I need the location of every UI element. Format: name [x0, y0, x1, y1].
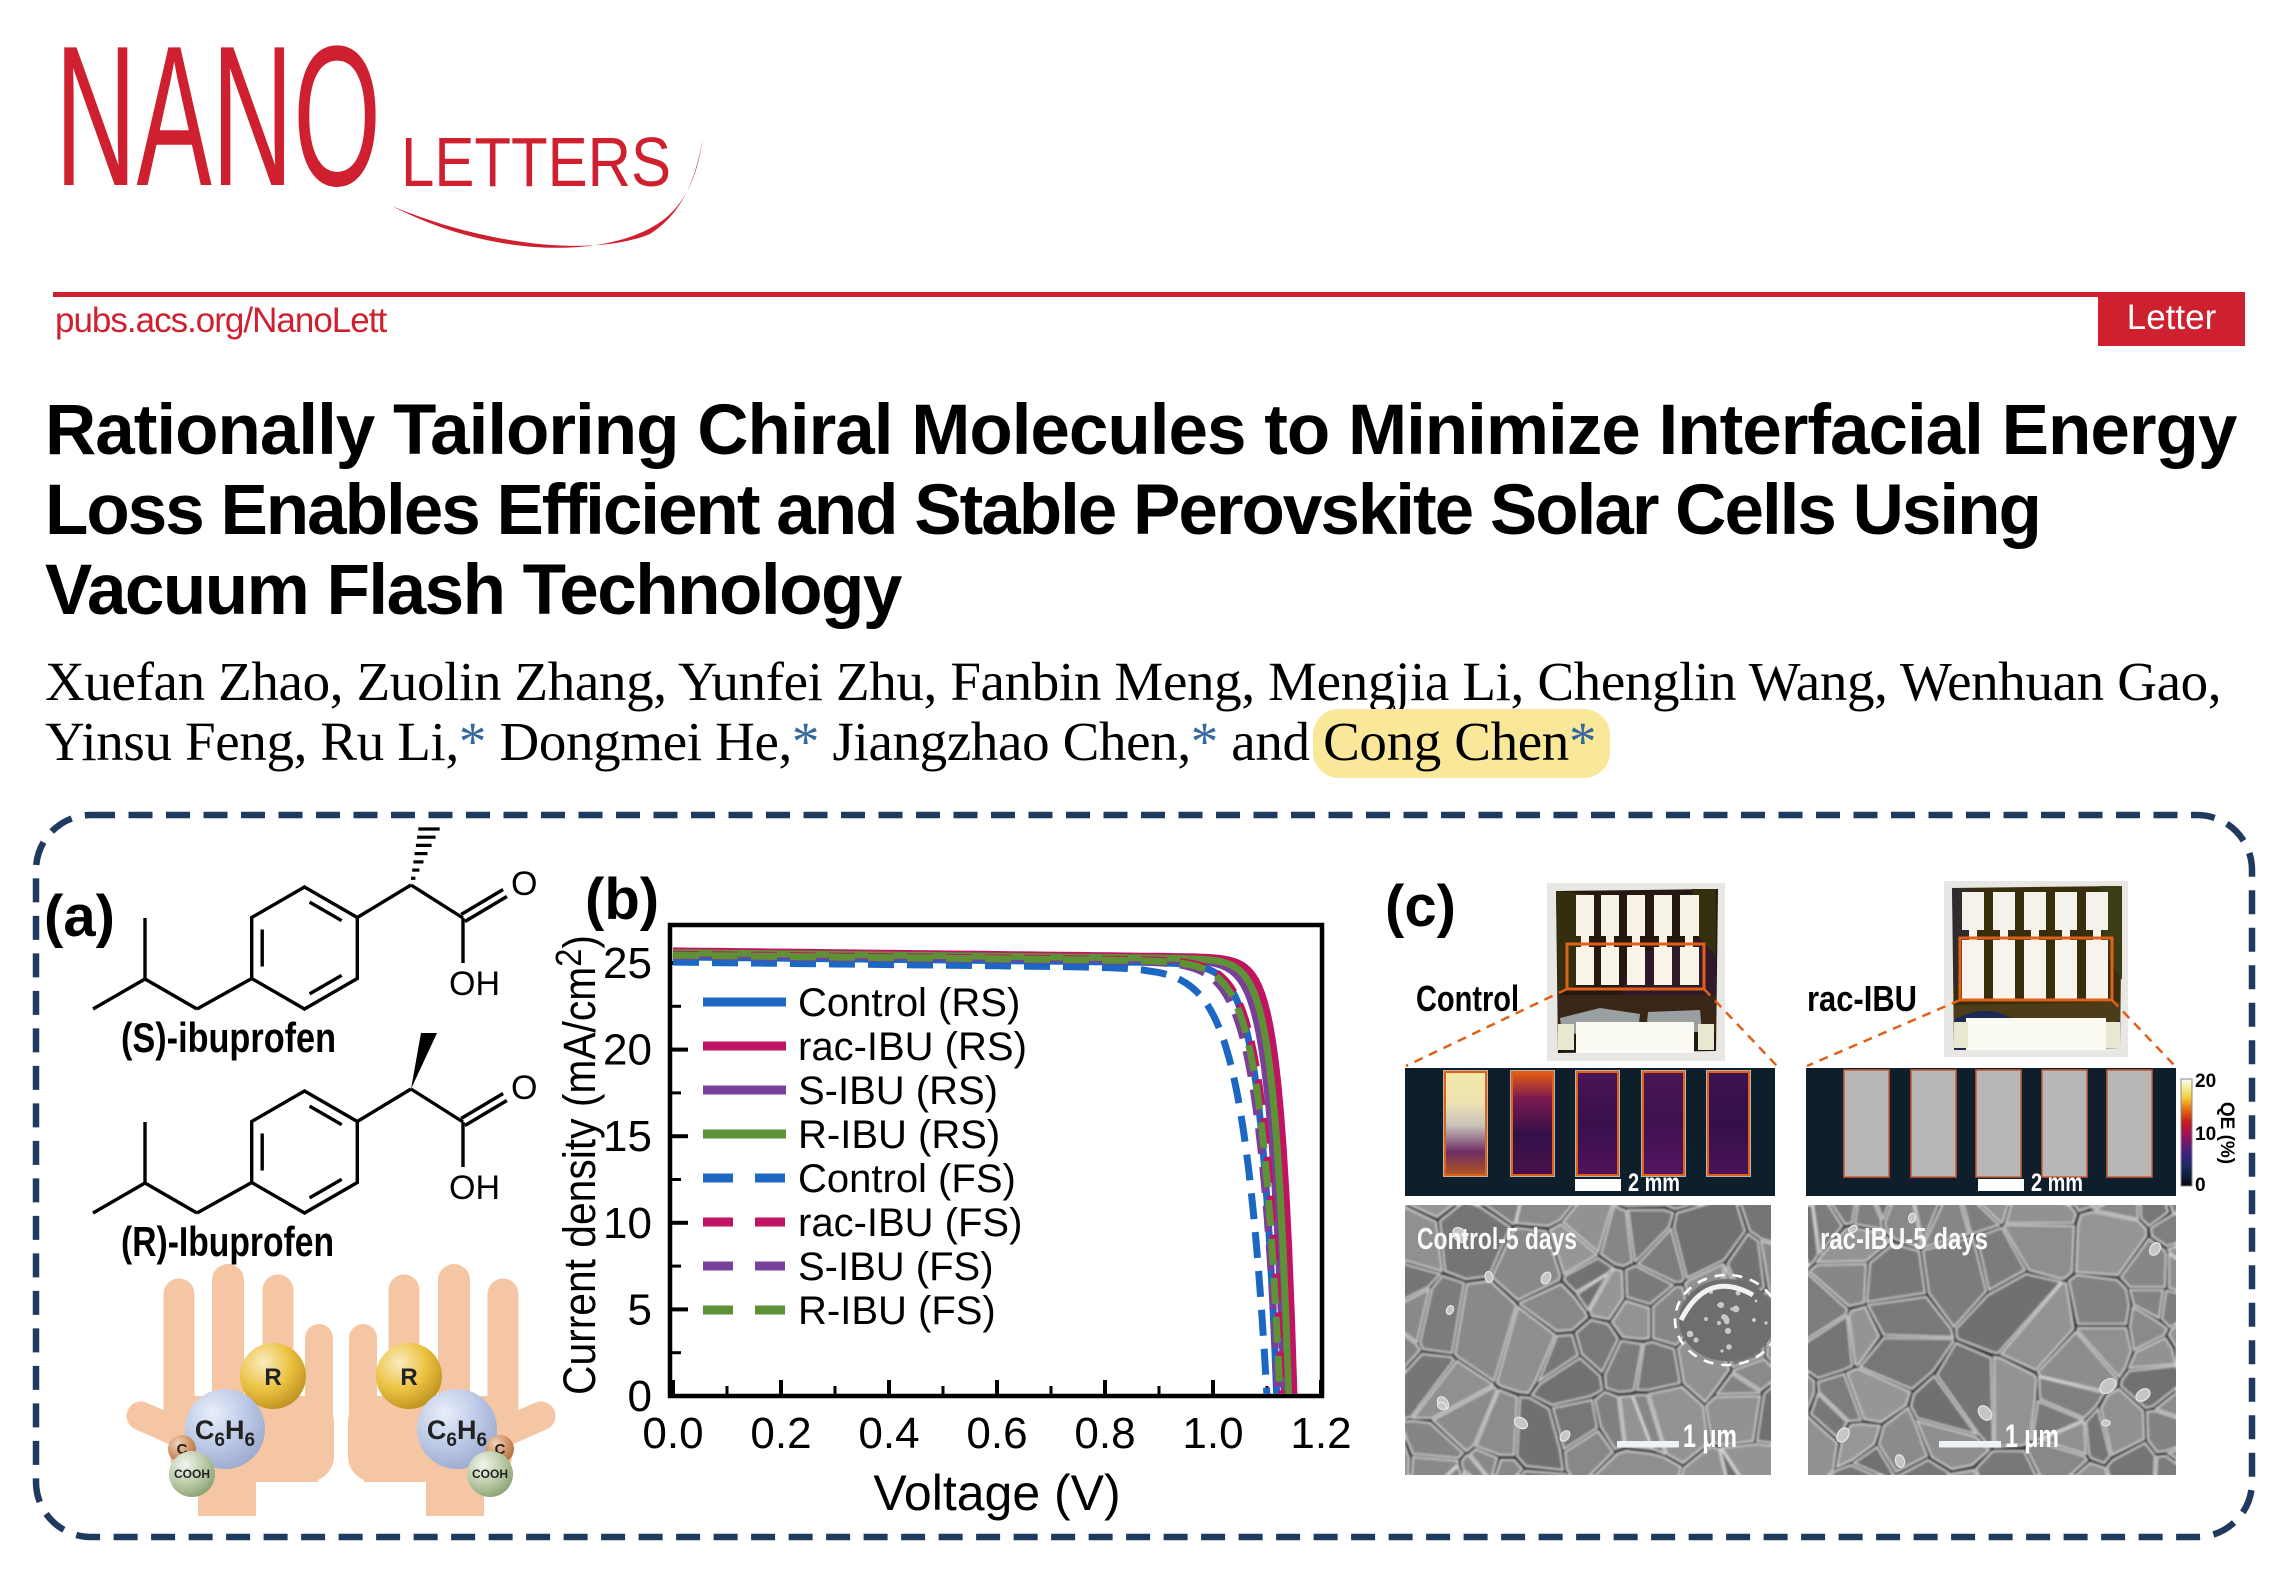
- svg-text:0: 0: [628, 1372, 652, 1421]
- svg-text:0.0: 0.0: [642, 1409, 703, 1458]
- svg-text:R: R: [400, 1364, 417, 1391]
- svg-text:Control: Control: [1416, 978, 1519, 1019]
- svg-text:0.6: 0.6: [966, 1409, 1027, 1458]
- svg-text:0: 0: [2195, 1175, 2206, 1196]
- svg-text:S-IBU (RS): S-IBU (RS): [798, 1069, 998, 1113]
- svg-text:10: 10: [603, 1199, 652, 1248]
- svg-text:10: 10: [2195, 1124, 2216, 1145]
- svg-text:COOH: COOH: [174, 1467, 210, 1481]
- svg-text:(S)-ibuprofen: (S)-ibuprofen: [121, 1014, 336, 1061]
- svg-text:Control (FS): Control (FS): [798, 1157, 1016, 1201]
- svg-text:(b): (b): [585, 867, 659, 932]
- svg-text:(c): (c): [1385, 874, 1456, 939]
- svg-text:OH: OH: [449, 1169, 500, 1207]
- svg-text:rac-IBU: rac-IBU: [1807, 978, 1917, 1019]
- svg-text:(a): (a): [44, 884, 115, 949]
- svg-text:Voltage (V): Voltage (V): [873, 1465, 1120, 1521]
- svg-text:R-IBU (FS): R-IBU (FS): [798, 1289, 996, 1333]
- svg-text:1.2: 1.2: [1290, 1409, 1351, 1458]
- svg-text:Control-5 days: Control-5 days: [1417, 1221, 1577, 1256]
- svg-text:0.4: 0.4: [858, 1409, 919, 1458]
- svg-text:Current density (mA/cm2): Current density (mA/cm2): [548, 935, 605, 1395]
- svg-text:QE (%): QE (%): [2216, 1102, 2237, 1164]
- svg-text:O: O: [511, 1069, 537, 1107]
- svg-text:C: C: [177, 1441, 188, 1458]
- svg-text:rac-IBU (FS): rac-IBU (FS): [798, 1201, 1022, 1245]
- svg-text:5: 5: [628, 1285, 652, 1334]
- svg-text:1 μm: 1 μm: [1683, 1418, 1737, 1454]
- svg-text:O: O: [511, 865, 537, 903]
- svg-text:rac-IBU-5 days: rac-IBU-5 days: [1820, 1221, 1988, 1256]
- svg-text:20: 20: [2195, 1071, 2216, 1092]
- svg-text:1 μm: 1 μm: [2005, 1418, 2059, 1454]
- svg-text:1.0: 1.0: [1182, 1409, 1243, 1458]
- svg-text:15: 15: [603, 1112, 652, 1161]
- svg-text:2 mm: 2 mm: [1628, 1169, 1680, 1197]
- svg-text:R: R: [264, 1364, 281, 1391]
- svg-text:S-IBU (FS): S-IBU (FS): [798, 1245, 994, 1289]
- svg-text:rac-IBU (RS): rac-IBU (RS): [798, 1025, 1027, 1069]
- svg-text:NANO: NANO: [55, 5, 381, 228]
- svg-text:25: 25: [603, 939, 652, 988]
- svg-text:COOH: COOH: [472, 1467, 508, 1481]
- svg-text:Control (RS): Control (RS): [798, 981, 1020, 1025]
- svg-text:0.2: 0.2: [750, 1409, 811, 1458]
- svg-text:(R)-Ibuprofen: (R)-Ibuprofen: [121, 1218, 334, 1265]
- svg-text:OH: OH: [449, 965, 500, 1003]
- svg-text:LETTERS: LETTERS: [401, 123, 671, 201]
- svg-text:C: C: [495, 1441, 506, 1458]
- svg-text:20: 20: [603, 1026, 652, 1075]
- svg-text:R-IBU (RS): R-IBU (RS): [798, 1113, 1000, 1157]
- svg-text:0.8: 0.8: [1074, 1409, 1135, 1458]
- svg-text:2 mm: 2 mm: [2031, 1169, 2083, 1197]
